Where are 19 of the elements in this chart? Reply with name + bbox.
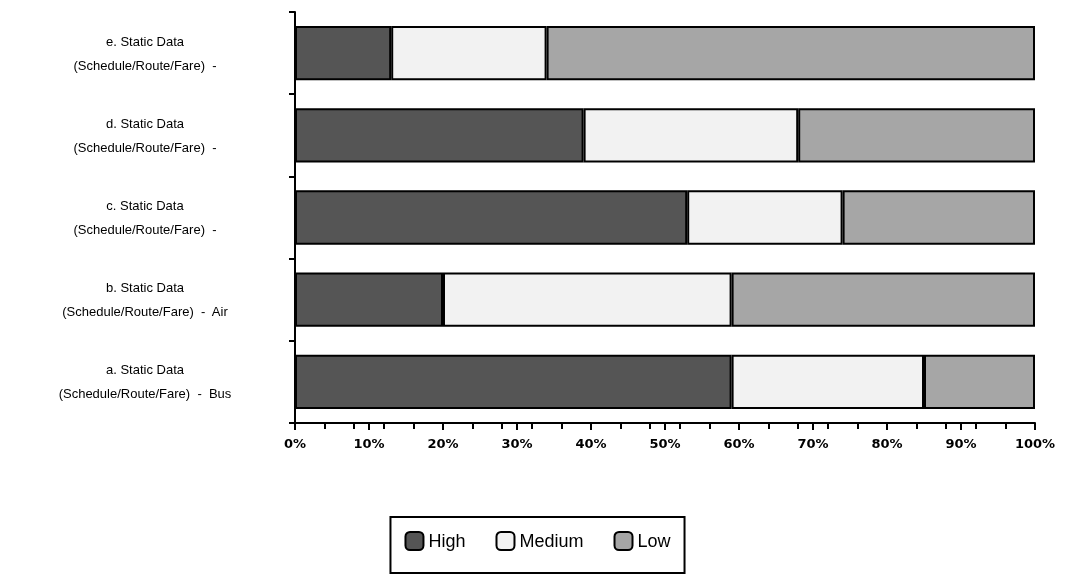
- x-tick-label: 40%: [575, 436, 607, 451]
- y-tick-label: a. Static Data (Schedule/Route/Fare) - Bus: [58, 362, 232, 402]
- legend-label: Low: [637, 531, 672, 551]
- x-tick-label: 10%: [353, 436, 385, 451]
- x-tick-label: 20%: [427, 436, 459, 451]
- x-tick-label: 70%: [797, 436, 829, 451]
- legend-label: High: [428, 531, 466, 551]
- x-tick-label: 60%: [723, 436, 755, 451]
- x-tick-label: 90%: [945, 436, 977, 451]
- x-tick-label: 50%: [649, 436, 681, 451]
- x-tick-label: 80%: [871, 436, 903, 451]
- x-tick-label: 30%: [501, 436, 533, 451]
- x-tick-label: 100%: [1014, 436, 1056, 451]
- x-tick-label: 0%: [283, 436, 307, 451]
- y-tick-label: e. Static Data (Schedule/Route/Fare) -: [73, 33, 217, 73]
- legend-label: Medium: [519, 531, 584, 551]
- y-tick-label: b. Static Data (Schedule/Route/Fare) - Air: [62, 280, 229, 320]
- y-tick-label: d. Static Data (Schedule/Route/Fare) -: [73, 115, 217, 155]
- y-tick-label: c. Static Data (Schedule/Route/Fare) -: [73, 198, 217, 237]
